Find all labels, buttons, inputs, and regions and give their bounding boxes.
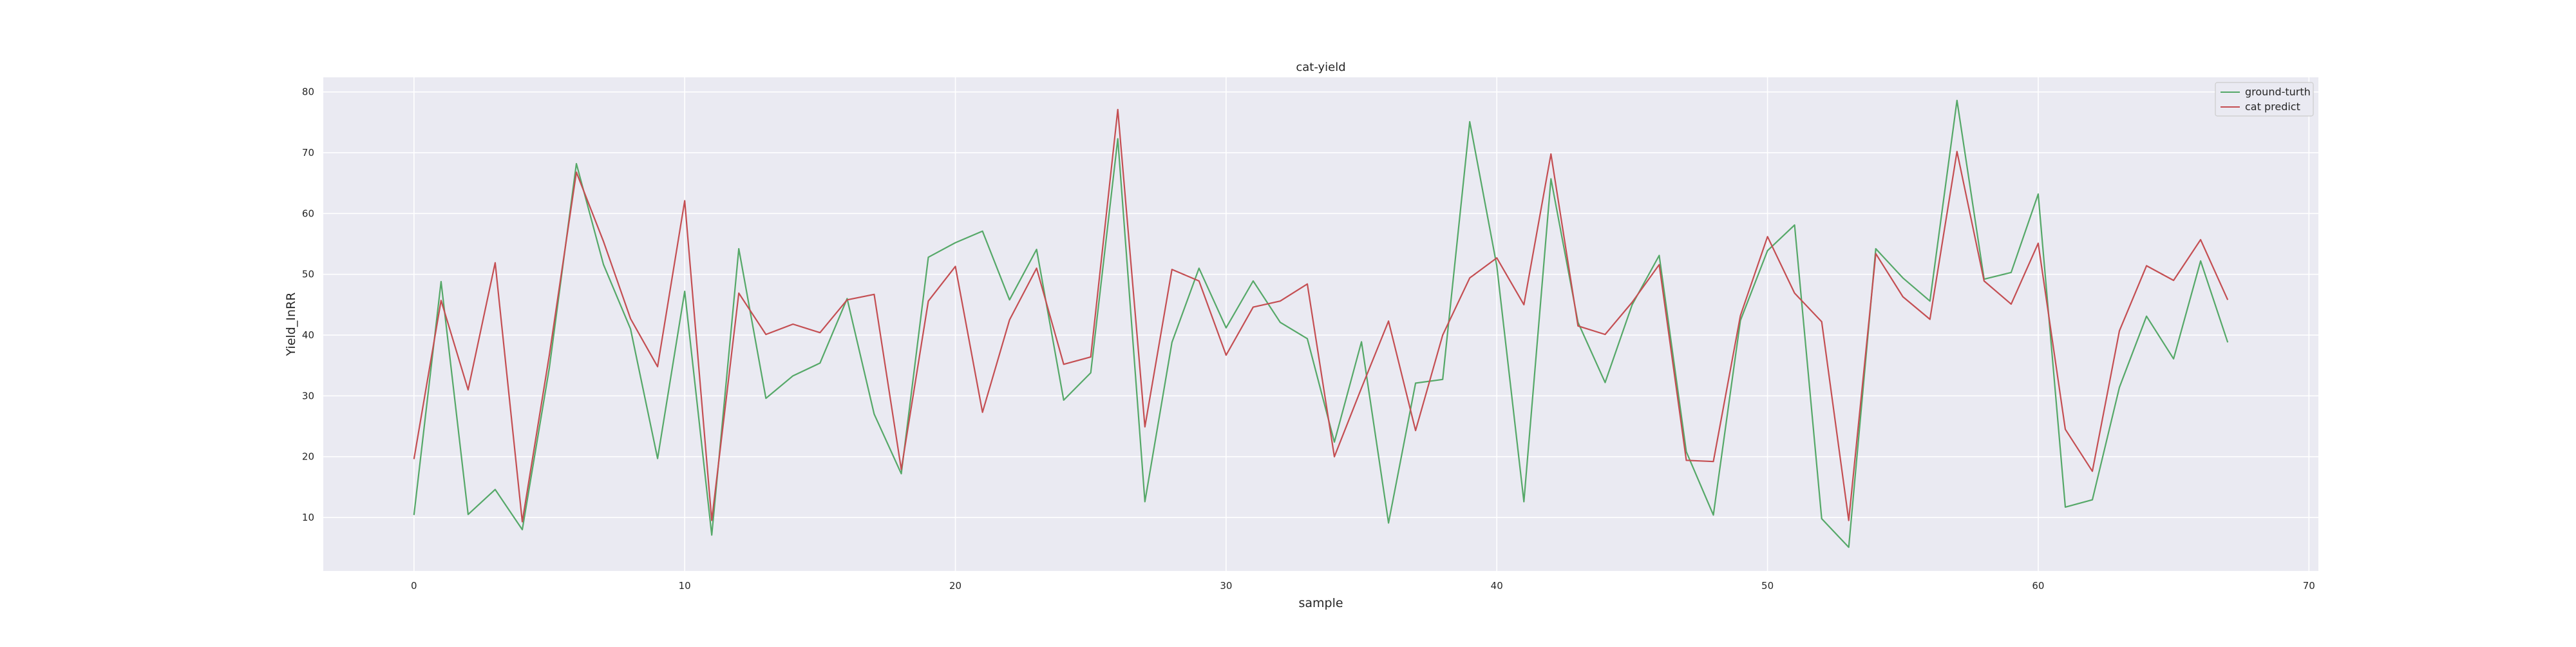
x-tick-label: 20: [949, 580, 961, 592]
x-tick-label: 40: [1491, 580, 1503, 592]
x-tick-label: 60: [2032, 580, 2044, 592]
series-lines: [413, 99, 2229, 548]
series-line-cat-predict: [413, 108, 2229, 523]
y-tick-label: 20: [302, 451, 314, 463]
y-tick-label: 50: [302, 269, 314, 280]
x-tick-label: 10: [679, 580, 691, 592]
x-tick-label: 30: [1220, 580, 1232, 592]
y-tick-label: 70: [302, 147, 314, 159]
x-axis-label: sample: [1298, 596, 1343, 610]
x-tick-label: 50: [1761, 580, 1774, 592]
tick-labels: 0 10 20 30 40 50 60 70 10 20 30 40 50 60 70 80: [302, 86, 2315, 592]
chart-title: cat-yield: [1296, 61, 1345, 74]
legend-label-cat-predict: cat predict: [2245, 101, 2300, 113]
y-tick-label: 80: [302, 86, 314, 98]
y-tick-label: 60: [302, 208, 314, 219]
grid: [323, 77, 2318, 571]
x-tick-label: 70: [2303, 580, 2315, 592]
y-tick-label: 30: [302, 390, 314, 401]
y-tick-label: 40: [302, 329, 314, 341]
y-tick-label: 10: [302, 512, 314, 523]
legend: ground-turth cat predict: [2215, 82, 2314, 117]
legend-label-ground-turth: ground-turth: [2245, 86, 2311, 98]
x-tick-label: 0: [411, 580, 417, 592]
y-axis-label: Yield_InRR: [284, 293, 298, 357]
plot-area: [323, 77, 2318, 571]
